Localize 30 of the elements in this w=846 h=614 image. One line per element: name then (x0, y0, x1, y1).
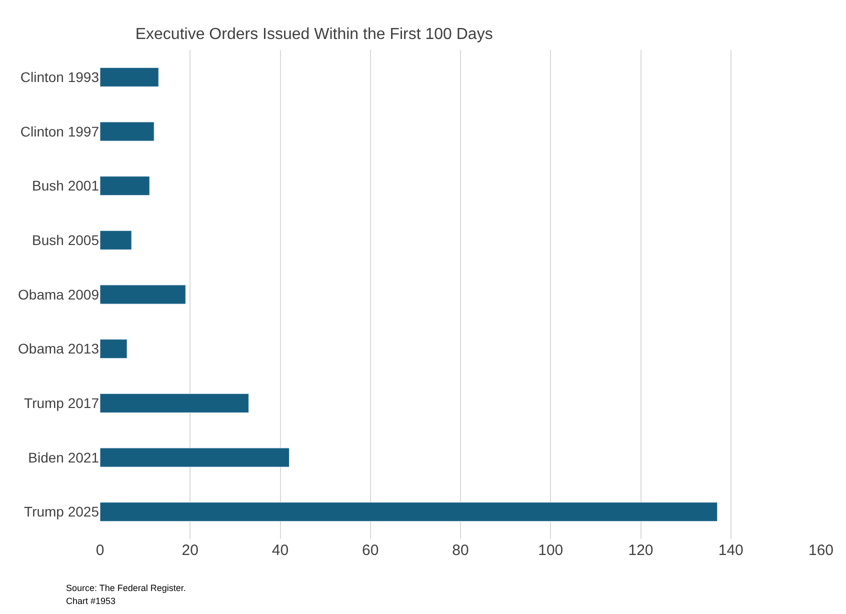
bar (100, 284, 186, 304)
x-tick-label: 100 (538, 542, 564, 559)
bar (100, 176, 150, 196)
y-tick-label: Bush 2005 (32, 232, 100, 248)
bar (100, 339, 128, 359)
y-tick-label: Obama 2009 (18, 286, 100, 302)
bar (100, 448, 290, 468)
bar (100, 67, 159, 87)
y-tick-label: Clinton 1993 (20, 69, 100, 86)
y-tick-label: Obama 2013 (18, 340, 100, 357)
x-tick-label: 40 (272, 542, 289, 559)
y-tick-label: Trump 2025 (24, 504, 100, 520)
x-tick-label: 0 (96, 542, 104, 559)
x-tick-label: 20 (182, 542, 198, 559)
bar (100, 230, 132, 250)
y-tick-label: Trump 2017 (24, 395, 100, 412)
bar (100, 502, 718, 522)
chart-title: Executive Orders Issued Within the First 100 Days (135, 26, 493, 43)
bar (100, 393, 249, 413)
y-tick-label: Bush 2001 (32, 178, 100, 194)
y-tick-label: Clinton 1997 (20, 123, 100, 140)
x-tick-label: 120 (628, 542, 654, 559)
bar (100, 122, 154, 142)
y-tick-label: Biden 2021 (28, 449, 100, 466)
source-note: Source: The Federal Register. (66, 583, 186, 593)
x-tick-label: 160 (808, 542, 834, 559)
text: Chart #1953 (66, 596, 116, 606)
x-tick-label: 140 (718, 542, 744, 559)
x-tick-label: 60 (362, 542, 379, 559)
x-tick-label: 80 (452, 542, 469, 559)
